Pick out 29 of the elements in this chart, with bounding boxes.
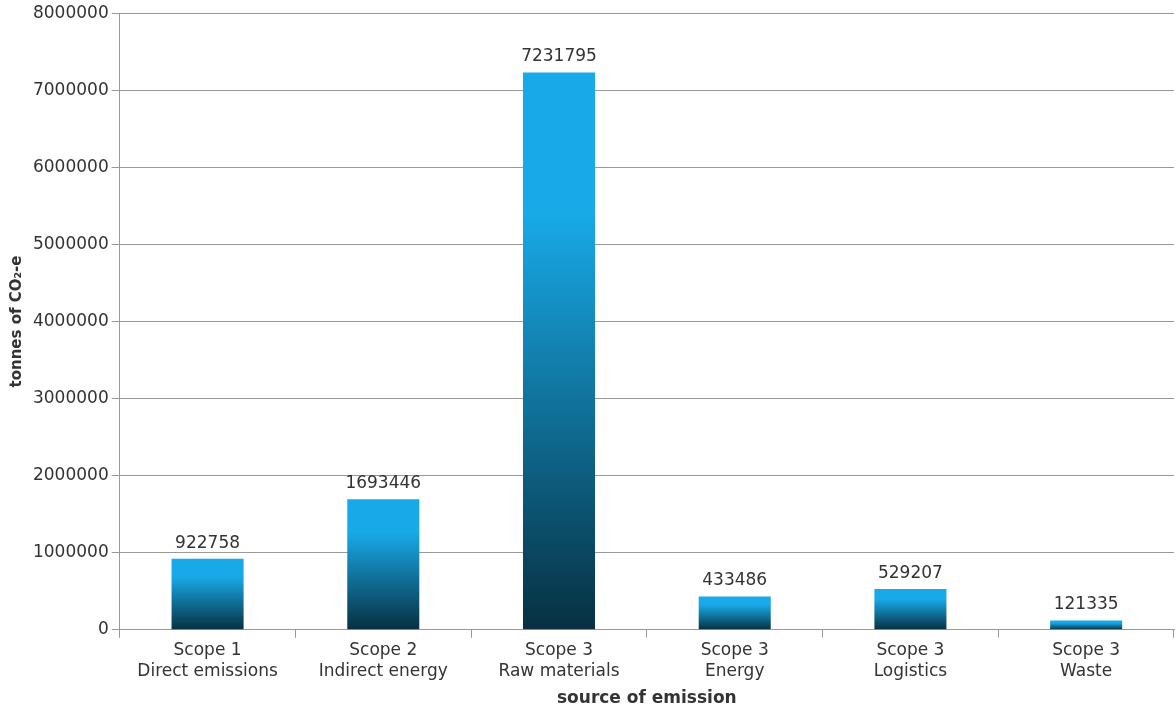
x-tick-label: Scope 3 Raw materials [498,639,620,680]
bar [522,72,596,630]
y-tick-label: 6000000 [32,155,109,176]
y-tick-label: 2000000 [32,464,109,485]
bar [171,558,244,630]
y-tick-label: 5000000 [32,232,109,253]
y-tick-label: 3000000 [32,387,109,407]
bar [698,596,771,630]
x-tick-label: Scope 1 Direct emissions [137,639,278,680]
x-tick-label: Scope 3 Energy [700,639,769,680]
x-tick-label: Scope 3 Waste [1052,639,1121,680]
data-label: 433486 [702,569,768,590]
y-tick-label: 7000000 [32,78,109,99]
data-label: 121335 [1053,593,1119,614]
data-label: 922758 [175,531,241,552]
y-tick-label: 8000000 [32,1,109,22]
bar [347,499,420,630]
y-axis-title: tonnes of CO₂-e [6,255,25,388]
data-label: 7231795 [521,45,597,66]
bar [1050,620,1123,630]
y-tick-label: 4000000 [32,309,109,330]
y-tick-label: 1000000 [32,541,109,562]
data-label: 529207 [877,561,943,582]
data-label: 1693446 [345,472,422,493]
bar [874,589,947,630]
y-tick-label: 0 [97,618,109,639]
x-tick-label: Scope 3 Logistics [873,639,948,680]
x-axis-title: source of emission [556,687,737,708]
x-tick-label: Scope 2 Indirect energy [318,639,448,680]
